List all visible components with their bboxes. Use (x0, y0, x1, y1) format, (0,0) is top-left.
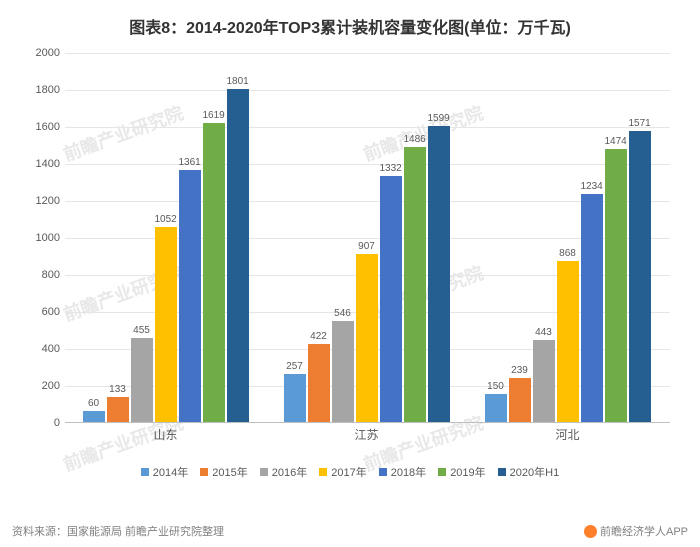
plot-area: 6013345510521361161918012574225469071332… (65, 53, 670, 423)
y-tick-label: 800 (20, 269, 60, 281)
source-label: 资料来源： (12, 526, 67, 538)
bar: 1234 (581, 194, 603, 422)
bar-value-label: 60 (83, 398, 105, 409)
gridline (65, 201, 670, 202)
bar-value-label: 907 (356, 241, 378, 252)
source-value: 国家能源局 前瞻产业研究院整理 (67, 526, 224, 538)
bar-value-label: 455 (131, 325, 153, 336)
y-tick-label: 2000 (20, 47, 60, 59)
bar: 1474 (605, 149, 627, 422)
gridline (65, 90, 670, 91)
bar-value-label: 1486 (404, 134, 426, 145)
legend-item: 2016年 (260, 464, 307, 480)
legend-item: 2014年 (141, 464, 188, 480)
legend-label: 2014年 (153, 464, 188, 480)
bar: 868 (557, 261, 579, 422)
x-tick-label: 江苏 (354, 426, 378, 443)
x-tick-label: 山东 (153, 426, 177, 443)
y-tick-label: 1200 (20, 195, 60, 207)
source-text: 资料来源：国家能源局 前瞻产业研究院整理 (12, 523, 224, 539)
bar: 60 (83, 411, 105, 422)
legend-swatch-icon (141, 468, 149, 476)
bar-value-label: 422 (308, 331, 330, 342)
y-tick-label: 1800 (20, 84, 60, 96)
bar: 422 (308, 344, 330, 422)
bar: 257 (284, 374, 306, 422)
bar: 150 (485, 394, 507, 422)
y-tick-label: 200 (20, 380, 60, 392)
footer: 资料来源：国家能源局 前瞻产业研究院整理 前瞻经济学人APP (12, 523, 688, 539)
bar: 907 (356, 254, 378, 422)
bar: 1599 (428, 126, 450, 422)
legend-label: 2016年 (272, 464, 307, 480)
y-tick-label: 400 (20, 343, 60, 355)
legend-swatch-icon (438, 468, 446, 476)
legend-swatch-icon (260, 468, 268, 476)
bar: 1332 (380, 176, 402, 422)
legend-label: 2018年 (391, 464, 426, 480)
brand-text: 前瞻经济学人APP (600, 523, 688, 539)
gridline (65, 53, 670, 54)
legend-item: 2015年 (200, 464, 247, 480)
bar-value-label: 1619 (203, 110, 225, 121)
bar-value-label: 239 (509, 365, 531, 376)
brand-logo-icon (584, 525, 597, 538)
legend-item: 2018年 (379, 464, 426, 480)
y-tick-label: 1400 (20, 158, 60, 170)
legend: 2014年 2015年 2016年 2017年 2018年 2019年 2020年H1 (0, 464, 700, 480)
brand: 前瞻经济学人APP (584, 523, 688, 539)
bar: 1052 (155, 227, 177, 422)
chart-container: 6013345510521361161918012574225469071332… (20, 48, 680, 458)
y-tick-label: 600 (20, 306, 60, 318)
bar-value-label: 1361 (179, 157, 201, 168)
legend-swatch-icon (319, 468, 327, 476)
legend-swatch-icon (498, 468, 506, 476)
bar-value-label: 868 (557, 248, 579, 259)
bar-value-label: 257 (284, 361, 306, 372)
bar-value-label: 1474 (605, 136, 627, 147)
bar-value-label: 133 (107, 384, 129, 395)
legend-label: 2019年 (450, 464, 485, 480)
y-tick-label: 1600 (20, 121, 60, 133)
gridline (65, 164, 670, 165)
bar: 1571 (629, 131, 651, 422)
chart-title: 图表8：2014-2020年TOP3累计装机容量变化图(单位：万千瓦) (0, 0, 700, 48)
bar: 1619 (203, 123, 225, 423)
bar: 239 (509, 378, 531, 422)
bar-value-label: 1801 (227, 76, 249, 87)
bar: 455 (131, 338, 153, 422)
legend-swatch-icon (200, 468, 208, 476)
bar-value-label: 1332 (380, 163, 402, 174)
y-tick-label: 0 (20, 417, 60, 429)
bar: 443 (533, 340, 555, 422)
legend-swatch-icon (379, 468, 387, 476)
bar-value-label: 1599 (428, 113, 450, 124)
bar: 133 (107, 397, 129, 422)
bar-value-label: 1052 (155, 214, 177, 225)
bar-value-label: 1234 (581, 181, 603, 192)
bar: 1361 (179, 170, 201, 422)
legend-item: 2020年H1 (498, 464, 560, 480)
gridline (65, 127, 670, 128)
x-tick-label: 河北 (555, 426, 579, 443)
legend-item: 2017年 (319, 464, 366, 480)
legend-item: 2019年 (438, 464, 485, 480)
bar: 1801 (227, 89, 249, 422)
bar-value-label: 443 (533, 327, 555, 338)
bar-value-label: 150 (485, 381, 507, 392)
bar: 1486 (404, 147, 426, 422)
legend-label: 2017年 (331, 464, 366, 480)
bar: 546 (332, 321, 354, 422)
legend-label: 2020年H1 (510, 464, 560, 480)
y-tick-label: 1000 (20, 232, 60, 244)
bar-value-label: 546 (332, 308, 354, 319)
bar-value-label: 1571 (629, 118, 651, 129)
legend-label: 2015年 (212, 464, 247, 480)
